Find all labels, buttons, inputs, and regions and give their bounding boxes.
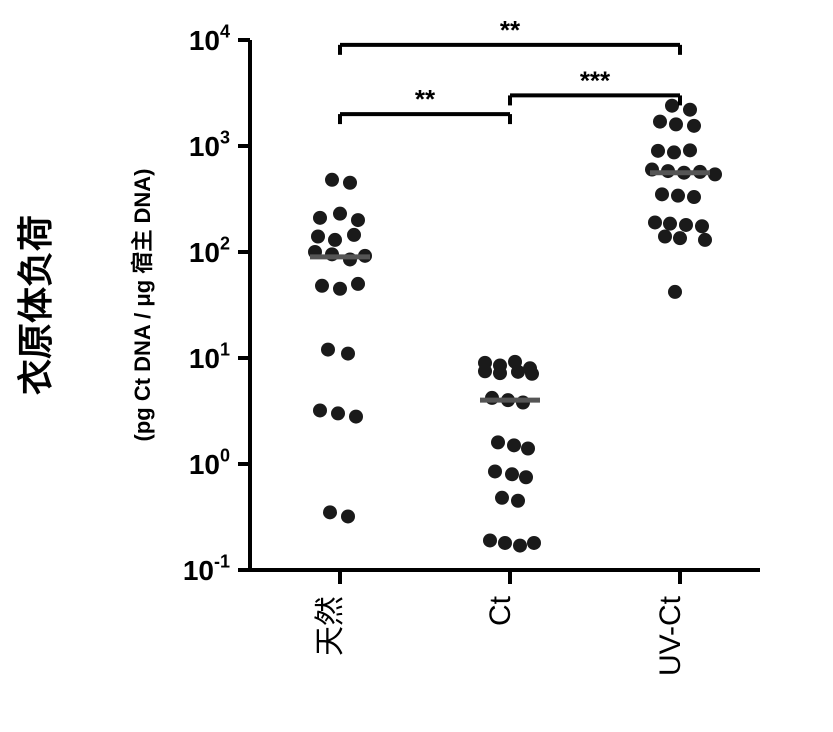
y-tick-label: 10-1 [183,551,230,586]
data-point [507,438,521,452]
sig-label: *** [580,65,611,95]
y-tick-label: 103 [189,127,230,162]
x-tick-label: UV-Ct [654,595,687,676]
data-point [687,119,701,133]
data-point [665,99,679,113]
data-point [669,117,683,131]
data-point [323,505,337,519]
data-point [511,365,525,379]
data-point [351,213,365,227]
data-point [483,533,497,547]
data-point [521,442,535,456]
data-point [478,364,492,378]
data-point [333,282,347,296]
data-point [351,277,365,291]
chart-svg: 10-1 100 101 102 103 104 天然 Ct UV-Ct 衣原体负荷 (pg Ct … [0,0,833,732]
data-point [349,410,363,424]
data-point [663,217,677,231]
data-point [648,215,662,229]
data-point [315,279,329,293]
data-point [311,230,325,244]
data-point [695,219,709,233]
data-point [683,103,697,117]
data-point [321,343,335,357]
data-point [313,211,327,225]
data-point [341,347,355,361]
data-point [698,233,712,247]
y-tick-label: 102 [189,233,230,268]
x-tick-label: Ct [484,595,517,626]
data-point [488,464,502,478]
data-point [683,143,697,157]
data-point [493,366,507,380]
data-point [343,176,357,190]
chart-container: 10-1 100 101 102 103 104 天然 Ct UV-Ct 衣原体负荷 (pg Ct … [0,0,833,732]
data-point [513,539,527,553]
sig-label: ** [500,15,521,45]
data-point [491,435,505,449]
data-point [325,173,339,187]
data-point [671,189,685,203]
data-point [511,494,525,508]
data-point [333,207,347,221]
data-point [527,536,541,550]
data-point [708,167,722,181]
data-point [658,230,672,244]
data-point [341,509,355,523]
data-point [313,403,327,417]
y-axis-label: (pg Ct DNA / μg 宿主 DNA) [130,169,155,442]
data-point [498,536,512,550]
data-point [668,285,682,299]
data-point [651,144,665,158]
data-point [328,233,342,247]
x-tick-label: 天然 [314,596,347,656]
data-point [653,115,667,129]
data-point [505,467,519,481]
data-point [673,231,687,245]
sig-label: ** [415,84,436,114]
data-point [519,470,533,484]
data-point [655,187,669,201]
data-point [525,367,539,381]
data-point [687,190,701,204]
y-tick-label: 101 [189,339,230,374]
data-point [331,406,345,420]
data-point [679,218,693,232]
chart-title: 衣原体负荷 [15,215,56,395]
data-point [667,145,681,159]
data-point [347,228,361,242]
y-tick-label: 104 [189,21,230,56]
data-point [495,491,509,505]
y-tick-label: 100 [189,445,230,480]
